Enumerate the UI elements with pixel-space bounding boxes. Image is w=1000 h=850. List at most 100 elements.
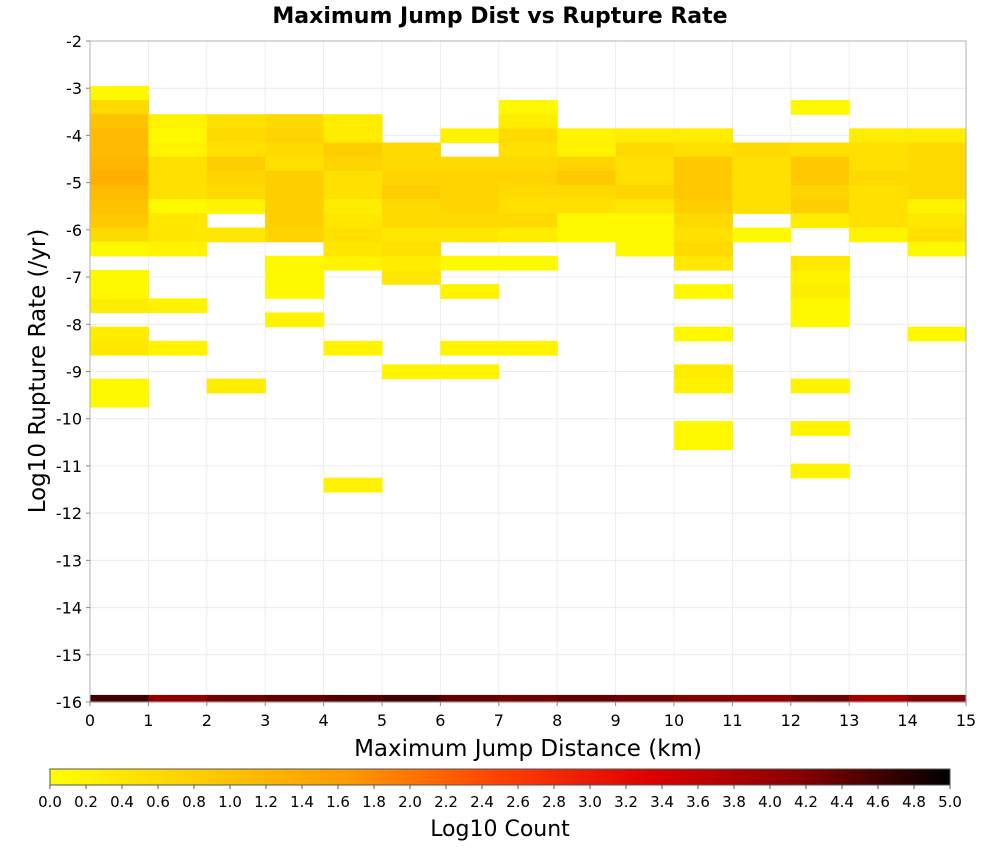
heatmap-cell — [148, 340, 208, 356]
heatmap-cell — [498, 114, 558, 129]
heatmap-cell — [323, 185, 383, 200]
heatmap-cell — [849, 199, 909, 214]
heatmap-cell — [265, 255, 325, 271]
heatmap-cell — [323, 340, 383, 356]
heatmap-cell — [90, 241, 149, 257]
x-tick-label: 0 — [85, 711, 95, 730]
heatmap-cell — [790, 255, 850, 271]
heatmap-cell — [557, 694, 617, 703]
y-tick-label: -5 — [66, 174, 82, 193]
heatmap-cell — [674, 378, 733, 394]
heatmap-cell — [674, 255, 733, 271]
heatmap-cell — [440, 227, 500, 243]
heatmap-cell — [674, 326, 733, 342]
heatmap-cell — [382, 269, 441, 285]
heatmap-cell — [323, 199, 383, 214]
heatmap-cell — [148, 298, 208, 314]
heatmap-cell — [907, 142, 967, 158]
heatmap-cell — [148, 694, 208, 703]
heatmap-cell — [382, 241, 441, 257]
heatmap-cell — [90, 298, 149, 314]
heatmap-cell — [674, 128, 733, 144]
colorbar-tick-label: 0.6 — [146, 793, 170, 811]
x-axis-label: Maximum Jump Distance (km) — [354, 736, 702, 762]
y-tick-label: -10 — [56, 410, 82, 429]
heatmap-cell — [382, 694, 441, 703]
heatmap-cell — [498, 227, 558, 243]
heatmap-cell — [265, 269, 325, 285]
heatmap-cell — [265, 312, 325, 328]
heatmap-cell — [557, 142, 617, 158]
heatmap-cell — [674, 213, 733, 229]
y-tick-label: -13 — [56, 551, 82, 570]
colorbar-tick-label: 2.2 — [434, 793, 458, 811]
heatmap-cell — [790, 421, 850, 436]
heatmap-cell — [148, 199, 208, 214]
heatmap-cell — [90, 340, 149, 356]
heatmap-cell — [498, 340, 558, 356]
colorbar-label: Log10 Count — [430, 817, 570, 842]
heatmap-cell — [557, 156, 617, 172]
heatmap-cell — [206, 156, 266, 172]
heatmap-cell — [148, 142, 208, 158]
y-tick-label: -8 — [66, 315, 82, 334]
heatmap-cell — [206, 142, 266, 158]
heatmap-cell — [90, 128, 149, 144]
heatmap-cell — [732, 227, 792, 243]
heatmap-cell — [674, 170, 733, 186]
heatmap-cell — [440, 340, 500, 356]
heatmap-cell — [790, 199, 850, 214]
heatmap-cell — [557, 128, 617, 144]
heatmap-cell — [498, 128, 558, 144]
heatmap-cell — [732, 156, 792, 172]
heatmap-cell — [323, 156, 383, 172]
heatmap-cell — [790, 463, 850, 479]
heatmap-cell — [206, 128, 266, 144]
heatmap-cell — [90, 114, 149, 129]
heatmap-cell — [323, 227, 383, 243]
heatmap-cell — [849, 213, 909, 229]
colorbar — [49, 768, 951, 786]
heatmap-cell — [790, 378, 850, 394]
heatmap-cell — [440, 128, 500, 144]
heatmap-cell — [323, 170, 383, 186]
y-tick-label: -15 — [56, 646, 82, 665]
x-tick-label: 3 — [260, 711, 270, 730]
colorbar-tick-label: 3.8 — [722, 793, 746, 811]
heatmap-cell — [90, 85, 149, 101]
heatmap-cell — [615, 694, 675, 703]
heatmap-cell — [382, 142, 441, 158]
colorbar-tick-label: 3.2 — [614, 793, 638, 811]
heatmap-cell — [148, 227, 208, 243]
heatmap-cell — [790, 100, 850, 115]
heatmap-cell — [440, 213, 500, 229]
heatmap-cell — [265, 284, 325, 299]
heatmap-cell — [323, 213, 383, 229]
heatmap-cell — [265, 156, 325, 172]
colorbar-tick-label: 5.0 — [938, 793, 962, 811]
x-tick-label: 4 — [319, 711, 329, 730]
colorbar-tick-label: 4.2 — [794, 793, 818, 811]
heatmap-cell — [790, 694, 850, 703]
heatmap-cell — [90, 170, 149, 186]
heatmap-cell — [382, 227, 441, 243]
heatmap-cell — [849, 142, 909, 158]
heatmap-cell — [323, 477, 383, 493]
heatmap-cell — [907, 241, 967, 257]
colorbar-tick-label: 0.2 — [74, 793, 98, 811]
heatmap-cell — [90, 156, 149, 172]
y-tick-label: -4 — [66, 126, 82, 145]
x-tick-label: 14 — [897, 711, 917, 730]
y-axis-label: Log10 Rupture Rate (/yr) — [25, 229, 51, 514]
heatmap-cell — [615, 142, 675, 158]
heatmap-cell — [90, 284, 149, 299]
colorbar-tick-label: 2.6 — [506, 793, 530, 811]
colorbar-tick-label: 1.8 — [362, 793, 386, 811]
heatmap-cell — [674, 227, 733, 243]
colorbar-tick-label: 1.0 — [218, 793, 242, 811]
heatmap-cell — [674, 694, 733, 703]
heatmap-cell — [907, 694, 967, 703]
heatmap-cell — [90, 378, 149, 394]
x-tick-label: 8 — [552, 711, 562, 730]
